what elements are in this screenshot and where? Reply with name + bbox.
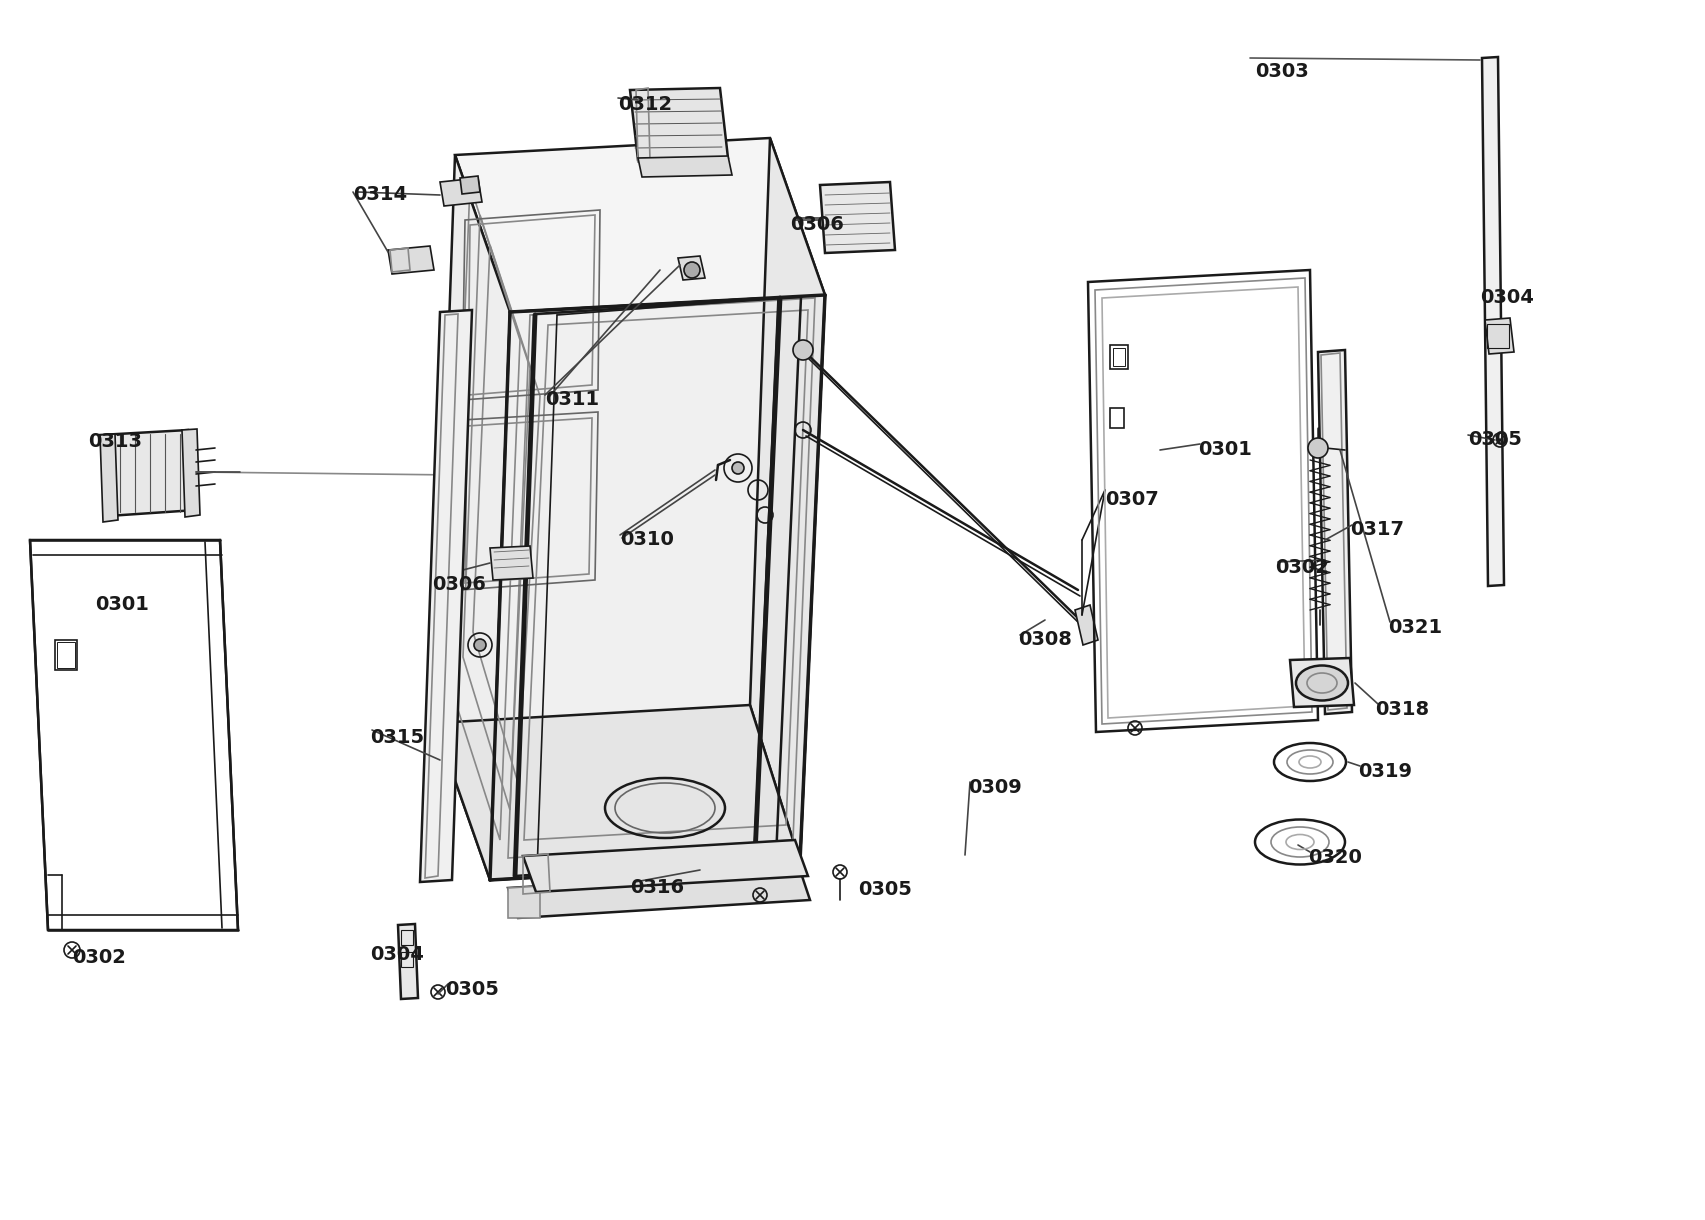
Polygon shape bbox=[101, 434, 118, 522]
Text: 0314: 0314 bbox=[353, 185, 407, 204]
Text: 0308: 0308 bbox=[1018, 630, 1071, 649]
Polygon shape bbox=[435, 705, 800, 880]
Polygon shape bbox=[1289, 658, 1354, 708]
Polygon shape bbox=[523, 841, 808, 892]
Text: 0311: 0311 bbox=[544, 390, 598, 409]
Text: 0315: 0315 bbox=[370, 728, 425, 747]
Text: 0302: 0302 bbox=[72, 948, 126, 967]
Polygon shape bbox=[489, 295, 825, 880]
Text: 0310: 0310 bbox=[619, 529, 673, 549]
Polygon shape bbox=[629, 88, 728, 160]
Bar bbox=[1110, 407, 1124, 428]
Text: 0302: 0302 bbox=[1274, 558, 1328, 577]
Circle shape bbox=[474, 639, 486, 651]
Text: 0313: 0313 bbox=[89, 432, 142, 451]
Text: 0307: 0307 bbox=[1105, 490, 1158, 509]
Polygon shape bbox=[1482, 57, 1504, 586]
Polygon shape bbox=[638, 156, 731, 177]
Polygon shape bbox=[489, 547, 532, 580]
Text: 0301: 0301 bbox=[1197, 440, 1251, 459]
Circle shape bbox=[684, 262, 699, 278]
Text: 0309: 0309 bbox=[967, 778, 1021, 797]
Text: 0305: 0305 bbox=[1466, 429, 1521, 449]
Text: 0317: 0317 bbox=[1349, 520, 1403, 539]
Polygon shape bbox=[677, 256, 704, 281]
Text: 0319: 0319 bbox=[1357, 762, 1412, 781]
Polygon shape bbox=[1318, 350, 1350, 714]
Polygon shape bbox=[508, 870, 810, 917]
Text: 0303: 0303 bbox=[1255, 62, 1308, 81]
Bar bbox=[401, 952, 413, 967]
Text: 0318: 0318 bbox=[1374, 700, 1429, 719]
Polygon shape bbox=[750, 138, 825, 863]
Text: 0301: 0301 bbox=[95, 595, 148, 614]
Text: 0304: 0304 bbox=[370, 946, 423, 964]
Polygon shape bbox=[397, 924, 418, 999]
Circle shape bbox=[1308, 438, 1326, 458]
Text: 0316: 0316 bbox=[629, 878, 684, 897]
Polygon shape bbox=[387, 246, 433, 274]
Bar bbox=[1110, 345, 1127, 368]
Bar bbox=[1487, 325, 1509, 348]
Polygon shape bbox=[460, 176, 479, 194]
Polygon shape bbox=[1074, 605, 1098, 645]
Circle shape bbox=[793, 340, 813, 360]
Text: 0321: 0321 bbox=[1388, 619, 1441, 637]
Polygon shape bbox=[820, 182, 895, 253]
Bar bbox=[55, 640, 77, 670]
Polygon shape bbox=[455, 138, 825, 312]
Polygon shape bbox=[508, 886, 540, 917]
Polygon shape bbox=[440, 178, 483, 206]
Text: 0312: 0312 bbox=[617, 95, 672, 113]
Bar bbox=[1112, 348, 1124, 366]
Circle shape bbox=[731, 462, 743, 475]
Polygon shape bbox=[419, 310, 472, 882]
Text: 0306: 0306 bbox=[789, 215, 844, 234]
Text: 0306: 0306 bbox=[431, 575, 486, 594]
Bar bbox=[401, 930, 413, 946]
Polygon shape bbox=[101, 429, 196, 516]
Ellipse shape bbox=[1296, 665, 1347, 700]
Bar bbox=[56, 642, 75, 669]
Text: 0304: 0304 bbox=[1480, 288, 1533, 307]
Text: 0320: 0320 bbox=[1308, 848, 1361, 867]
Polygon shape bbox=[435, 155, 510, 880]
Polygon shape bbox=[182, 429, 199, 517]
Polygon shape bbox=[1483, 318, 1512, 354]
Text: 0305: 0305 bbox=[858, 880, 912, 899]
Text: 0305: 0305 bbox=[445, 980, 498, 999]
